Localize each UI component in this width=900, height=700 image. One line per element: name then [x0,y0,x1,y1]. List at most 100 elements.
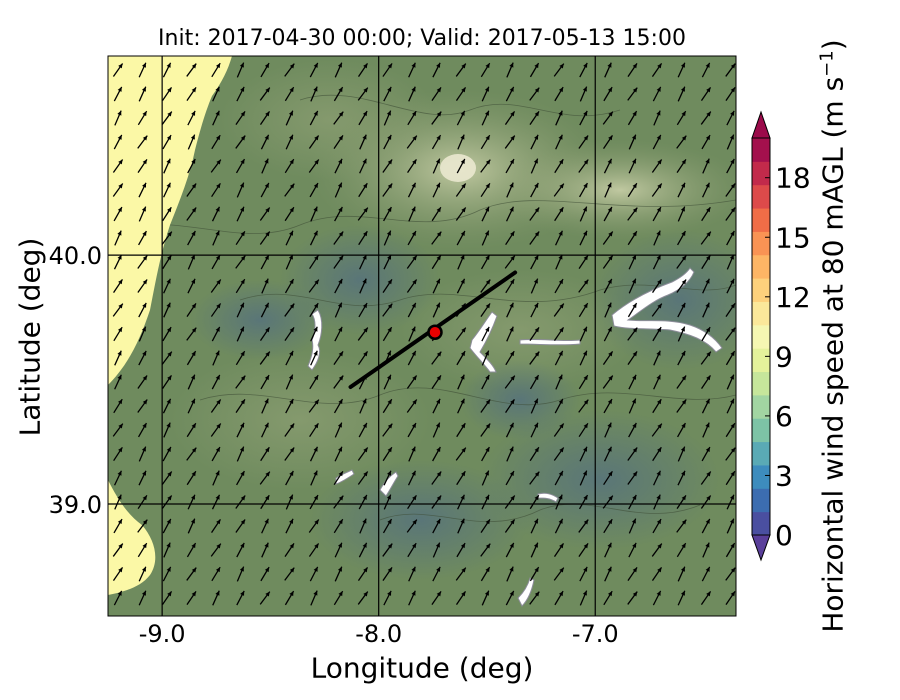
wind-vector [431,254,442,270]
wind-vector [579,470,588,486]
wind-vector [578,399,589,413]
wind-vector [505,278,515,294]
wind-vector [383,230,392,246]
wind-vector [210,423,222,437]
colorbar-label: Horizontal wind speed at 80 mAGL (m s−1) [816,39,849,632]
colorbar-segment [752,254,770,279]
wind-vector [455,591,467,605]
wind-vector [236,422,245,438]
wind-vector [408,86,416,102]
terrain-contour [299,94,621,117]
wind-vector [211,446,221,462]
wind-vector [383,86,392,102]
wind-vector [310,590,318,606]
colorbar-tick-label: 0 [775,519,793,552]
wind-vector [284,543,295,557]
wind-vector [431,495,442,509]
wind-vector [530,182,539,198]
wind-vector [457,374,465,390]
wind-vector [259,207,271,221]
wind-vector [284,183,295,197]
wind-vector [407,350,417,366]
wind-vector [161,351,173,365]
colorbar-segment [752,488,770,513]
coast-fill [108,480,156,595]
wind-vector [603,590,613,606]
wind-vector [211,566,221,582]
wind-vector [628,374,637,390]
wind-vector [480,159,491,173]
wind-vector [212,86,220,102]
wind-vector [186,591,197,605]
wind-vector [431,591,442,605]
wind-vector [677,182,686,198]
wind-vector [602,495,614,509]
wind-vector [309,422,319,438]
wind-vector [333,590,344,606]
wind-vector [602,255,614,269]
wind-vector [334,62,343,78]
y-tick-label: 40.0 [49,242,102,270]
wind-vector [529,471,540,485]
wind-vector [285,134,294,150]
wind-vector [334,302,343,318]
wind-vector [186,350,197,366]
wind-vector [652,206,662,222]
wind-vector [382,423,393,437]
wind-vector [504,135,516,149]
wind-vector [382,567,393,581]
wind-vector [700,351,712,365]
wind-vector [578,302,589,318]
wind-vector [138,182,147,198]
wind-vector [725,207,736,221]
wind-vector [162,566,172,582]
wind-vector [676,542,687,558]
site-marker [427,324,443,341]
y-axis-ticks: 40.0 39.0 [49,242,102,519]
wind-vector [480,134,491,150]
wind-vector [308,519,320,533]
colorbar-extend-min [751,534,771,562]
wind-vector [530,278,539,294]
wind-vector [603,206,613,222]
wind-vector [480,543,491,557]
wind-vector [383,110,392,126]
wind-vector [579,446,588,462]
wind-vector [627,230,638,246]
wind-vector [138,62,147,78]
wind-vector [382,183,393,197]
wind-vector [628,422,637,438]
colorbar-segment [752,394,770,419]
wind-vector [186,542,197,558]
wind-vector [186,207,197,221]
wind-vector [407,542,417,558]
wind-vector [114,374,122,390]
wind-vector [259,591,271,605]
wind-vector [506,302,514,318]
wind-vector [163,158,171,174]
wind-vector [382,446,393,462]
wind-vector [212,470,220,486]
terrain-peak [440,154,476,182]
terrain-lowland [190,280,330,360]
wind-vector [187,230,196,246]
wind-vector [603,86,613,102]
wind-vector [554,398,564,414]
wind-vector [284,423,295,437]
wind-vector [211,134,221,150]
wind-vector [530,422,539,438]
colorbar-label-text: Horizontal wind speed at 80 mAGL (m s [816,76,850,633]
y-axis-label: Latitude (deg) [13,237,47,437]
wind-vector [309,182,319,198]
colorbar-label-suffix: ) [816,39,850,51]
wind-vector [529,374,540,390]
wind-vector [725,183,736,197]
wind-vector [210,303,222,317]
wind-vector [284,590,295,606]
wind-vector [407,110,417,126]
wind-vector [309,110,319,126]
wind-vector [408,206,416,222]
wind-vector [702,158,710,174]
wind-vector [553,423,565,437]
